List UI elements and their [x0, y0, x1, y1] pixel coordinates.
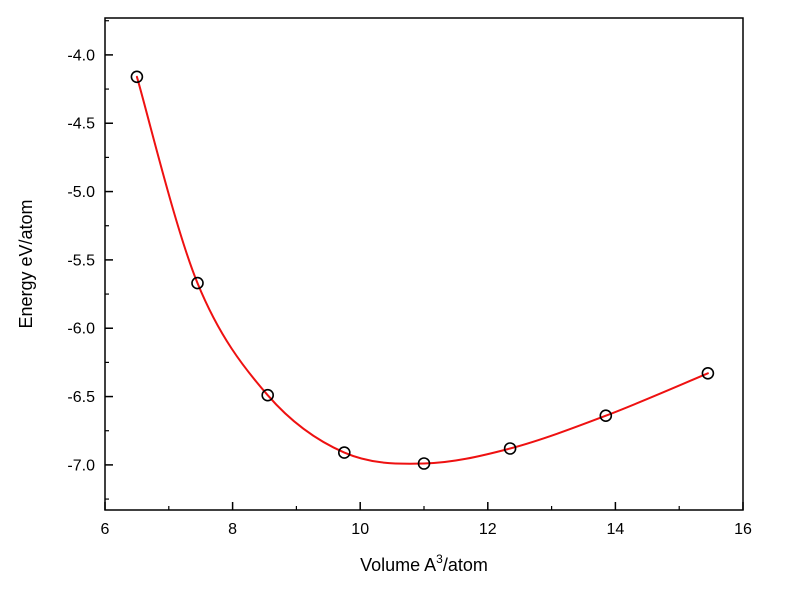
- x-tick-label: 10: [351, 521, 369, 538]
- y-tick-label: -6.5: [67, 389, 95, 406]
- data-point-marker: [337, 446, 351, 459]
- y-tick-label: -4.5: [67, 116, 95, 133]
- data-point-marker: [503, 442, 517, 455]
- data-point-marker: [191, 276, 204, 290]
- data-point-marker: [261, 388, 275, 402]
- y-tick-label: -5.5: [67, 252, 95, 269]
- x-axis-label-superscript: 3: [436, 552, 443, 566]
- y-axis-label: Energy eV/atom: [16, 199, 36, 328]
- x-axis-label: Volume A3/atom: [360, 552, 488, 575]
- x-tick-label: 8: [228, 521, 237, 538]
- x-tick-label: 14: [607, 521, 625, 538]
- data-point-marker: [417, 457, 431, 470]
- y-tick-label: -5.0: [67, 184, 95, 201]
- y-tick-label: -4.0: [67, 47, 95, 64]
- data-point-marker: [130, 70, 144, 84]
- x-axis-label-rest: /atom: [443, 555, 488, 575]
- data-point-marker: [599, 409, 613, 423]
- y-tick-label: -7.0: [67, 457, 95, 474]
- x-tick-label: 12: [479, 521, 497, 538]
- x-tick-label: 16: [734, 521, 752, 538]
- data-point-marker: [701, 366, 715, 380]
- x-tick-label: 6: [101, 521, 110, 538]
- y-tick-label: -6.0: [67, 321, 95, 338]
- x-axis-label-main: Volume A: [360, 555, 436, 575]
- fit-curve: [135, 75, 709, 465]
- plot-frame: [104, 17, 744, 511]
- plot-generated: 6 8 10 12 14 16 -7.0 -6.5 -6.0 -5.5 -5.0 -4.5 -4.0: [67, 17, 752, 538]
